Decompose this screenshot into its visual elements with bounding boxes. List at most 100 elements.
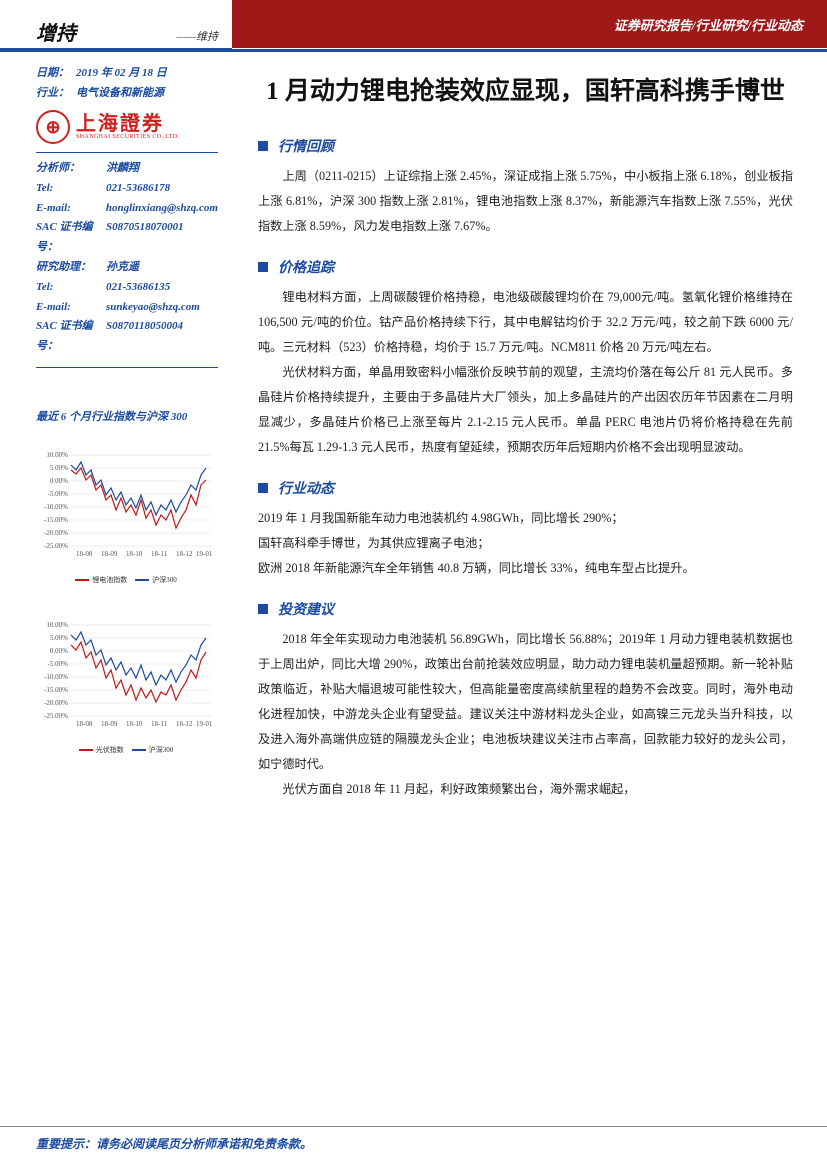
- main-content: 1 月动力锂电抢装效应显现，国轩高科携手博世 行情回顾 上周（0211-0215…: [232, 52, 827, 1169]
- chart2-legend: 光伏指数 沪深300: [36, 745, 216, 755]
- date-label: 日期：: [36, 64, 76, 80]
- sidebar: 日期： 2019 年 02 月 18 日 行业： 电气设备和新能源 ⊕ 上海證券…: [0, 52, 232, 1169]
- tel2-value: 021-53686135: [106, 278, 170, 298]
- section-title: 行业动态: [278, 478, 334, 498]
- sac-value: S0870518070001: [106, 218, 184, 258]
- y-tick: 5.00%: [50, 464, 68, 472]
- sidebar-divider-2: [36, 367, 218, 368]
- legend-label: 沪深300: [149, 745, 174, 755]
- para: 国轩高科牵手博世，为其供应锂离子电池；: [258, 531, 793, 556]
- y-tick: -10.00%: [44, 503, 68, 511]
- bullet-icon: [258, 604, 268, 614]
- meta-industry: 行业： 电气设备和新能源: [36, 84, 218, 100]
- chart1-legend: 锂电池指数 沪深300: [36, 575, 216, 585]
- section-invest: 投资建议 2018 年全年实现动力电池装机 56.89GWh，同比增长 56.8…: [258, 599, 793, 802]
- chart-1: 10.00% 5.00% 0.00% -5.00% -10.00% -15.00…: [36, 430, 216, 570]
- rating-text: 增持: [36, 17, 76, 46]
- sac2-label: SAC 证书编号：: [36, 317, 106, 357]
- sac2-value: S0870118050004: [106, 317, 183, 357]
- x-tick: 18-08: [76, 720, 93, 728]
- analyst-name: 洪麟翔: [106, 159, 139, 179]
- logo-cn: 上海證券: [76, 114, 179, 134]
- x-tick: 19-01: [196, 720, 213, 728]
- y-tick: 5.00%: [50, 634, 68, 642]
- x-tick: 18-09: [101, 720, 118, 728]
- meta-date: 日期： 2019 年 02 月 18 日: [36, 64, 218, 80]
- x-tick: 18-08: [76, 550, 93, 558]
- x-tick: 19-01: [196, 550, 213, 558]
- industry-value: 电气设备和新能源: [76, 84, 164, 100]
- bullet-icon: [258, 141, 268, 151]
- assist-label: 研究助理：: [36, 258, 106, 278]
- para: 2018 年全年实现动力电池装机 56.89GWh，同比增长 56.88%；20…: [258, 627, 793, 777]
- x-tick: 18-12: [176, 720, 193, 728]
- y-tick: -20.00%: [44, 699, 68, 707]
- legend-swatch: [79, 749, 93, 751]
- legend-swatch: [135, 579, 149, 581]
- industry-label: 行业：: [36, 84, 76, 100]
- top-bar: 增持 ——维持 证券研究报告/行业研究/行业动态: [0, 0, 827, 48]
- x-tick: 18-10: [126, 550, 143, 558]
- rating-box: 增持 ——维持: [0, 0, 232, 48]
- y-tick: -25.00%: [44, 542, 68, 550]
- x-tick: 18-11: [151, 720, 168, 728]
- analyst-label: 分析师：: [36, 159, 106, 179]
- logo-en: SHANGHAI SECURITIES CO.,LTD.: [76, 134, 179, 140]
- section-title: 投资建议: [278, 599, 334, 619]
- email-value: honglinxiang@shzq.com: [106, 199, 218, 219]
- chart2-grid: [71, 625, 211, 716]
- bullet-icon: [258, 262, 268, 272]
- email-label: E-mail:: [36, 199, 106, 219]
- sac-label: SAC 证书编号：: [36, 218, 106, 258]
- y-tick: -25.00%: [44, 712, 68, 720]
- logo: ⊕ 上海證券 SHANGHAI SECURITIES CO.,LTD.: [36, 110, 218, 144]
- email2-label: E-mail:: [36, 298, 106, 318]
- legend-label: 光伏指数: [96, 745, 124, 755]
- page: 增持 ——维持 证券研究报告/行业研究/行业动态 日期： 2019 年 02 月…: [0, 0, 827, 1169]
- y-tick: 10.00%: [46, 451, 68, 459]
- legend-label: 沪深300: [152, 575, 177, 585]
- report-title: 1 月动力锂电抢装效应显现，国轩高科携手博世: [258, 68, 793, 116]
- para: 欧洲 2018 年新能源汽车全年销售 40.8 万辆，同比增长 33%，纯电车型…: [258, 556, 793, 581]
- para: 上周（0211-0215）上证综指上涨 2.45%，深证成指上涨 5.75%，中…: [258, 164, 793, 239]
- y-tick: -5.00%: [48, 490, 69, 498]
- tel2-label: Tel:: [36, 278, 106, 298]
- para: 锂电材料方面，上周碳酸锂价格持稳，电池级碳酸锂均价在 79,000元/吨。氢氧化…: [258, 285, 793, 360]
- chart1-series1: [71, 468, 206, 528]
- x-tick: 18-11: [151, 550, 168, 558]
- logo-glyph: ⊕: [45, 117, 60, 138]
- y-tick: -15.00%: [44, 516, 68, 524]
- bullet-icon: [258, 483, 268, 493]
- para: 光伏材料方面，单晶用致密料小幅涨价反映节前的观望，主流均价落在每公斤 81 元人…: [258, 360, 793, 460]
- x-tick: 18-09: [101, 550, 118, 558]
- section-title: 行情回顾: [278, 136, 334, 156]
- breadcrumb: 证券研究报告/行业研究/行业动态: [614, 15, 803, 34]
- y-tick: -10.00%: [44, 673, 68, 681]
- chart-2: 10.00% 5.00% 0.00% -5.00% -10.00% -15.00…: [36, 600, 216, 740]
- chart-section-title: 最近 6 个月行业指数与沪深 300: [36, 408, 218, 424]
- para: 光伏方面自 2018 年 11 月起，利好政策频繁出台，海外需求崛起，: [258, 777, 793, 802]
- section-review: 行情回顾 上周（0211-0215）上证综指上涨 2.45%，深证成指上涨 5.…: [258, 136, 793, 239]
- para: 2019 年 1 月我国新能车动力电池装机约 4.98GWh，同比增长 290%…: [258, 506, 793, 531]
- y-tick: 0.00%: [50, 477, 68, 485]
- y-tick: 0.00%: [50, 647, 68, 655]
- x-tick: 18-12: [176, 550, 193, 558]
- footer-text: 重要提示：请务必阅读尾页分析师承诺和免责条款。: [36, 1137, 312, 1151]
- maintain-text: ——维持: [176, 28, 218, 46]
- legend-swatch: [132, 749, 146, 751]
- body: 日期： 2019 年 02 月 18 日 行业： 电气设备和新能源 ⊕ 上海證券…: [0, 52, 827, 1169]
- legend-swatch: [75, 579, 89, 581]
- section-price: 价格追踪 锂电材料方面，上周碳酸锂价格持稳，电池级碳酸锂均价在 79,000元/…: [258, 257, 793, 460]
- analyst-block: 分析师：洪麟翔 Tel:021-53686178 E-mail:honglinx…: [36, 159, 218, 357]
- logo-icon: ⊕: [36, 110, 70, 144]
- y-tick: -15.00%: [44, 686, 68, 694]
- legend-label: 锂电池指数: [92, 575, 127, 585]
- tel-label: Tel:: [36, 179, 106, 199]
- x-tick: 18-10: [126, 720, 143, 728]
- y-tick: 10.00%: [46, 621, 68, 629]
- section-title: 价格追踪: [278, 257, 334, 277]
- sidebar-divider: [36, 152, 218, 153]
- y-tick: -5.00%: [48, 660, 69, 668]
- email2-value: sunkeyao@shzq.com: [106, 298, 200, 318]
- tel-value: 021-53686178: [106, 179, 170, 199]
